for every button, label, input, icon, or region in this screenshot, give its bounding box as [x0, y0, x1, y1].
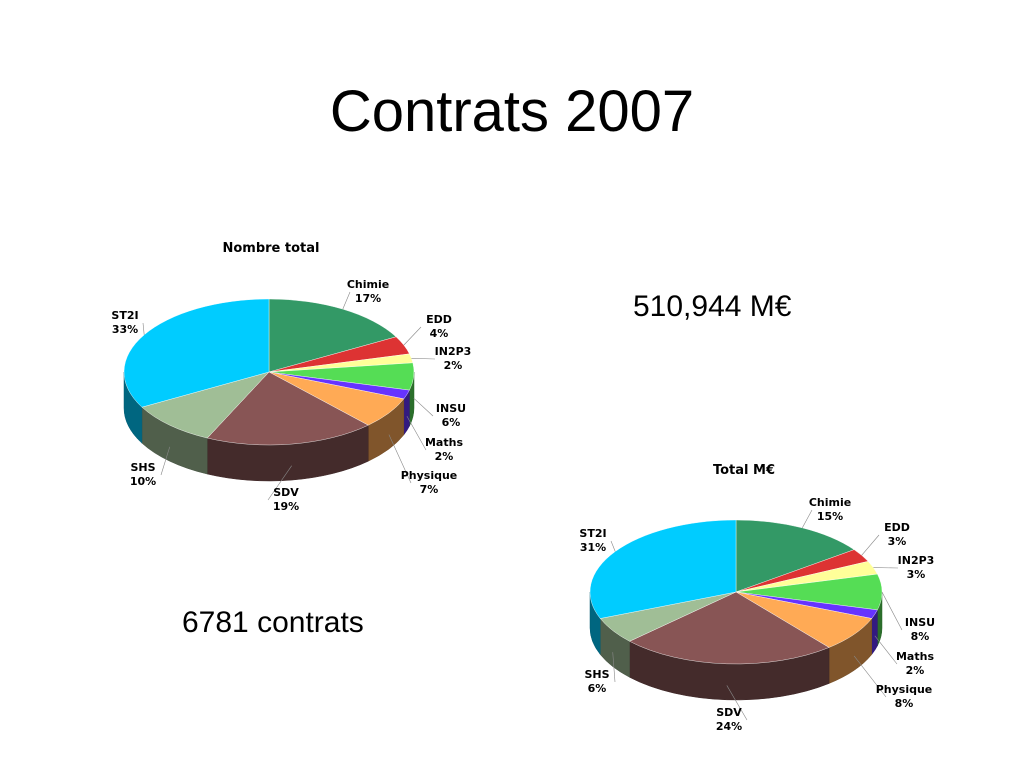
label-percent-st2i: 31% — [580, 541, 606, 554]
label-percent-maths: 2% — [435, 450, 454, 463]
leader-line-physique — [853, 655, 887, 698]
label-name-maths: Maths — [425, 436, 463, 449]
leader-line-in2p3 — [411, 358, 436, 360]
label-name-chimie: Chimie — [809, 496, 851, 509]
label-name-shs: SHS — [130, 461, 155, 474]
label-percent-shs: 6% — [588, 682, 607, 695]
pie-top — [123, 298, 415, 446]
pie-labels: Chimie17%EDD4%IN2P32%INSU6%Maths2%Physiq… — [111, 278, 471, 513]
label-percent-chimie: 17% — [355, 292, 381, 305]
pie-chart-total-meuros: Total M€ Chimie15%EDD3%IN2P33%INSU8%Math… — [579, 463, 935, 733]
leader-line-chimie — [342, 291, 351, 310]
label-percent-edd: 3% — [888, 535, 907, 548]
leader-line-st2i — [142, 322, 145, 335]
label-name-edd: EDD — [426, 313, 452, 326]
label-percent-insu: 8% — [911, 630, 930, 643]
chart-title: Total M€ — [713, 463, 775, 478]
label-name-insu: INSU — [905, 616, 935, 629]
leader-line-sdv — [726, 685, 748, 721]
leader-line-chimie — [802, 509, 813, 528]
label-name-physique: Physique — [401, 469, 458, 482]
label-name-chimie: Chimie — [347, 278, 389, 291]
leader-line-insu — [413, 397, 434, 417]
label-percent-maths: 2% — [906, 664, 925, 677]
label-percent-physique: 7% — [420, 483, 439, 496]
label-percent-in2p3: 3% — [907, 568, 926, 581]
contracts-count-text: 6781 contrats — [182, 606, 364, 639]
pie-slice-st2i — [589, 519, 737, 619]
label-name-insu: INSU — [436, 402, 466, 415]
label-name-sdv: SDV — [273, 486, 299, 499]
leader-line-edd — [861, 534, 880, 556]
chart-title: Nombre total — [222, 241, 319, 256]
leader-line-shs — [160, 446, 171, 476]
label-name-st2i: ST2I — [111, 309, 138, 322]
label-name-in2p3: IN2P3 — [435, 345, 472, 358]
label-percent-edd: 4% — [430, 327, 449, 340]
pie-chart-nombre-total: Nombre total Chimie17%EDD4%IN2P32%INSU6%… — [111, 241, 471, 513]
slide-title: Contrats 2007 — [329, 79, 695, 144]
label-name-maths: Maths — [896, 650, 934, 663]
leader-line-st2i — [610, 540, 616, 552]
leader-line-sdv — [267, 465, 292, 501]
label-percent-shs: 10% — [130, 475, 156, 488]
pie-top — [589, 519, 883, 665]
label-percent-chimie: 15% — [817, 510, 843, 523]
label-percent-in2p3: 2% — [444, 359, 463, 372]
label-name-edd: EDD — [884, 521, 910, 534]
label-name-st2i: ST2I — [579, 527, 606, 540]
leader-line-insu — [881, 591, 903, 631]
label-percent-sdv: 24% — [716, 720, 742, 733]
leader-line-physique — [388, 434, 412, 484]
label-name-sdv: SDV — [716, 706, 742, 719]
pie-slice-chimie — [268, 298, 397, 373]
leader-line-shs — [612, 652, 616, 683]
pie-slice-shs — [141, 371, 270, 439]
label-percent-insu: 6% — [442, 416, 461, 429]
label-percent-sdv: 19% — [273, 500, 299, 513]
leader-line-maths — [874, 635, 898, 665]
pie-slice-chimie — [735, 519, 855, 593]
pie-side-walls — [589, 591, 883, 701]
leader-line-maths — [406, 416, 427, 451]
pie-labels: Chimie15%EDD3%IN2P33%INSU8%Maths2%Physiq… — [579, 496, 935, 733]
label-name-shs: SHS — [584, 668, 609, 681]
label-percent-physique: 8% — [895, 697, 914, 710]
label-name-in2p3: IN2P3 — [898, 554, 935, 567]
label-percent-st2i: 33% — [112, 323, 138, 336]
pie-slice-sdv — [206, 371, 369, 446]
pie-slice-sdv — [629, 591, 830, 665]
label-name-physique: Physique — [876, 683, 933, 696]
total-amount-text: 510,944 M€ — [633, 290, 792, 323]
leader-line-edd — [403, 326, 422, 346]
